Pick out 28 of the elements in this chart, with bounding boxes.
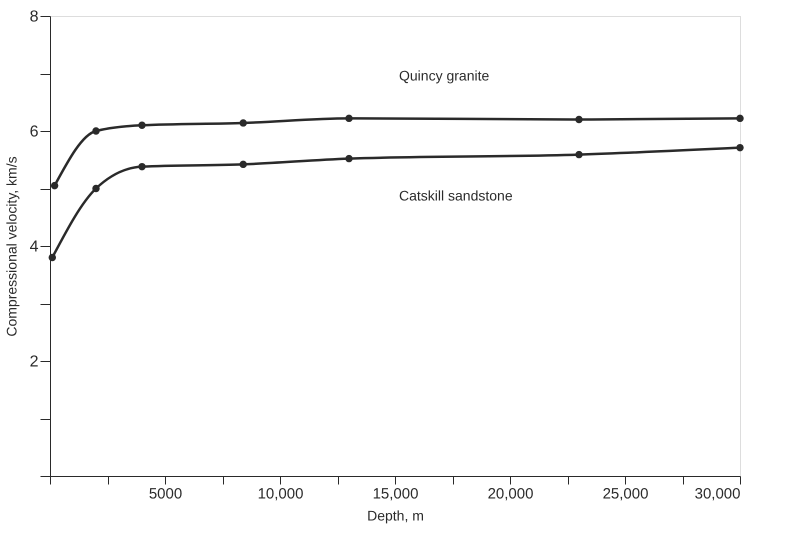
point: [575, 116, 583, 124]
y-axis-title: Compressional velocity, km/s: [4, 156, 20, 337]
point: [92, 184, 100, 192]
y-tick-label: 6: [30, 124, 39, 140]
point: [736, 114, 744, 122]
point: [345, 154, 353, 162]
x-tick-label: 30,000: [694, 486, 740, 502]
text: Quincy granite: [399, 67, 490, 84]
point: [736, 144, 744, 152]
text: Catskill sandstone: [399, 188, 513, 204]
y-tick-label: 8: [30, 8, 39, 26]
point: [50, 182, 58, 190]
point: [48, 254, 56, 262]
y-tick-label: 4: [30, 238, 39, 256]
x-tick-label: 20,000: [488, 486, 534, 502]
x-tick-label: 15,000: [372, 486, 418, 502]
point: [92, 127, 100, 135]
point: [345, 114, 353, 122]
point: [138, 162, 146, 170]
x-tick-label: 10,000: [258, 486, 304, 502]
point: [575, 150, 583, 158]
x-tick-label: 25,000: [602, 486, 648, 502]
x-tick-label: 5000: [148, 486, 182, 502]
point: [239, 160, 247, 168]
y-tick-label: 2: [30, 354, 39, 370]
x-axis-title: Depth, m: [367, 508, 424, 524]
point: [138, 122, 146, 129]
point: [239, 119, 247, 127]
